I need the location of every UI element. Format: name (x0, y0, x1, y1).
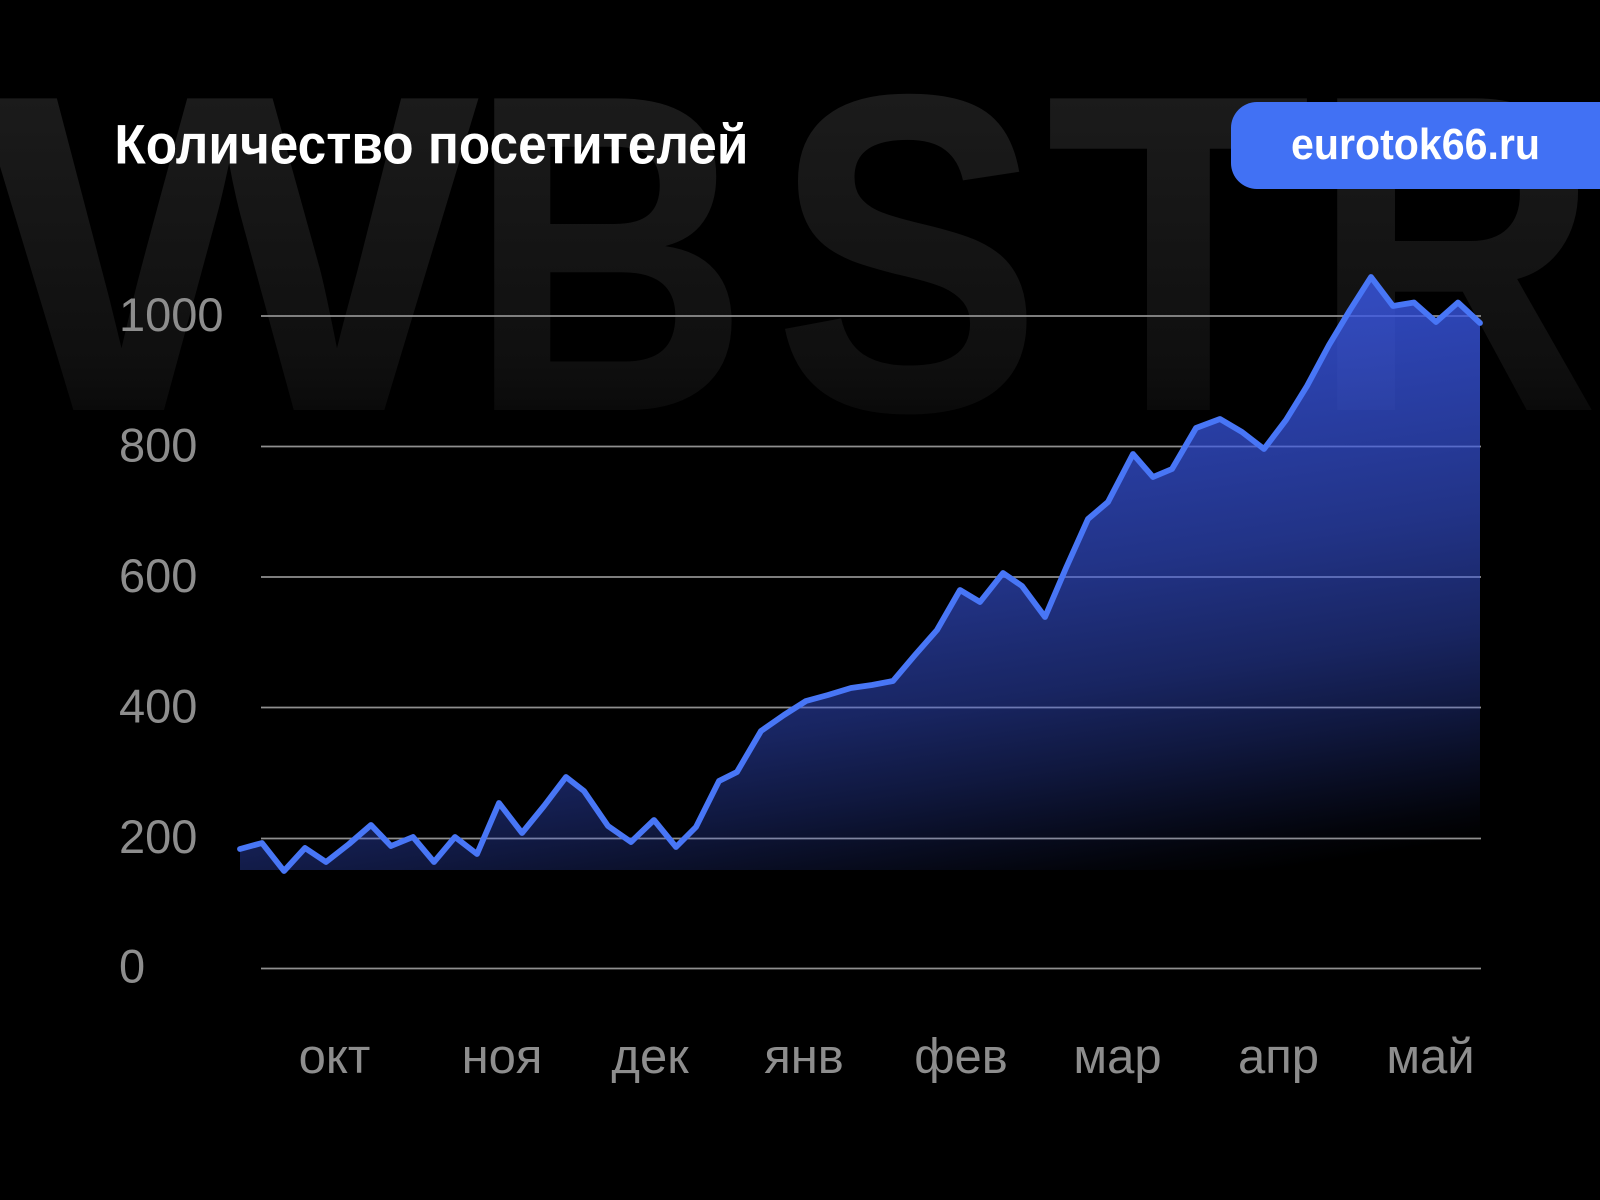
svg-text:600: 600 (119, 549, 197, 602)
svg-text:фев: фев (914, 1030, 1008, 1084)
svg-text:200: 200 (119, 810, 197, 863)
svg-text:0: 0 (119, 940, 145, 993)
svg-text:eurotok66.ru: eurotok66.ru (1291, 120, 1540, 169)
svg-text:май: май (1386, 1030, 1474, 1084)
svg-text:T: T (1045, 0, 1311, 506)
svg-text:ноя: ноя (462, 1030, 543, 1084)
svg-text:Количество посетителей: Количество посетителей (114, 112, 748, 175)
svg-text:B: B (468, 0, 749, 506)
svg-text:апр: апр (1238, 1030, 1319, 1084)
svg-text:янв: янв (764, 1030, 844, 1084)
svg-text:S: S (773, 0, 1042, 506)
svg-text:окт: окт (299, 1030, 371, 1084)
svg-text:400: 400 (119, 680, 197, 733)
svg-text:1000: 1000 (119, 288, 224, 341)
svg-text:800: 800 (119, 419, 197, 472)
svg-text:W: W (0, 0, 484, 506)
svg-text:мар: мар (1073, 1030, 1161, 1084)
svg-text:дек: дек (611, 1030, 689, 1084)
